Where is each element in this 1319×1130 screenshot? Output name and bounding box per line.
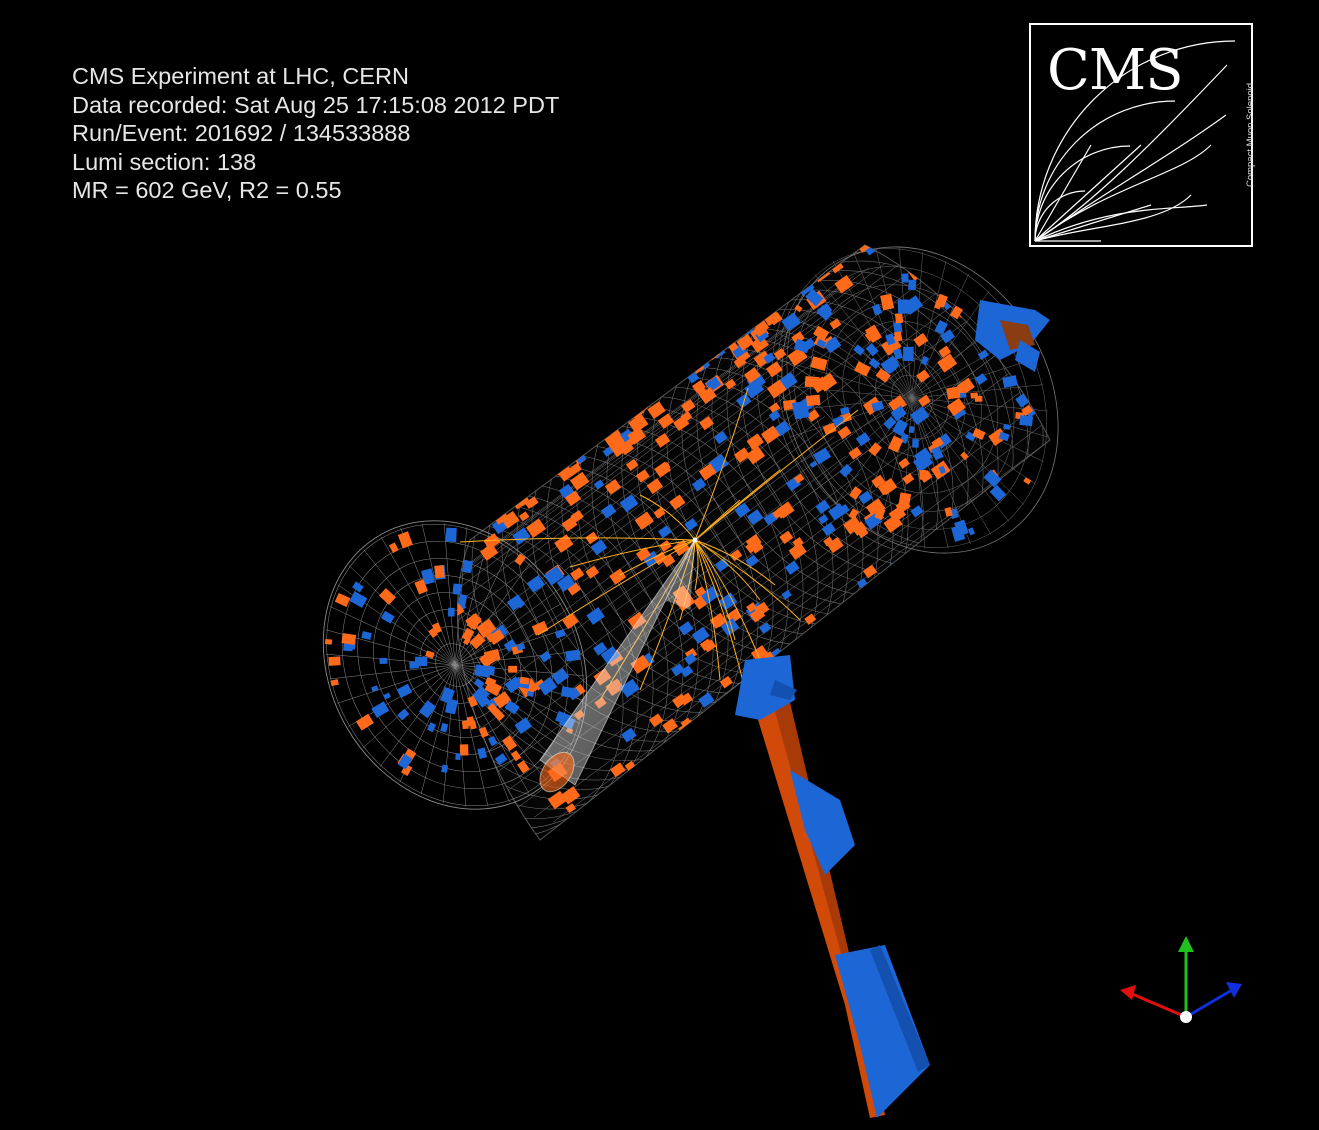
axes-orientation-icon	[1120, 936, 1242, 1023]
endcap-deposits	[324, 273, 1034, 777]
far-tower	[975, 300, 1050, 372]
z-axis-icon	[1185, 988, 1233, 1019]
razor-variables: MR = 602 GeV, R2 = 0.55	[72, 177, 342, 203]
cms-logo: CMS Compact Muon Solenoid	[1029, 23, 1256, 247]
experiment-label: CMS Experiment at LHC, CERN	[72, 63, 409, 89]
logo-tracks-icon	[1034, 40, 1236, 242]
lumi-section: Lumi section: 138	[72, 148, 257, 175]
event-info: CMS Experiment at LHC, CERN Data recorde…	[72, 62, 559, 205]
axes-origin	[1180, 1011, 1192, 1023]
logo-wordmark: CMS	[1047, 38, 1184, 103]
jet-cone	[539, 539, 696, 793]
vertex	[692, 537, 698, 543]
recorded-date: Data recorded: Sat Aug 25 17:15:08 2012 …	[72, 91, 560, 118]
muon-tower	[735, 655, 930, 1118]
run-event: Run/Event: 201692 / 134533888	[72, 120, 411, 146]
particle-tracks	[459, 387, 859, 701]
x-axis-icon	[1129, 991, 1187, 1019]
logo-subtitle: Compact Muon Solenoid	[1245, 82, 1256, 187]
